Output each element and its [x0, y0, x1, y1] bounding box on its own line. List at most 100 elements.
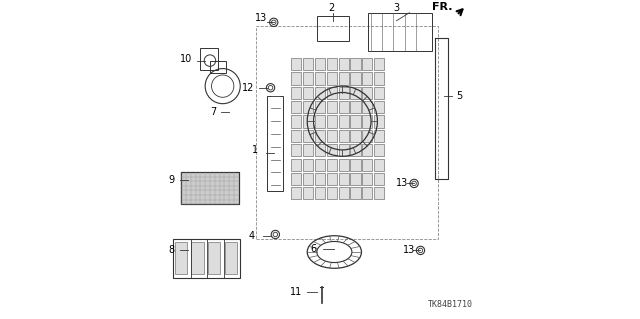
Bar [362, 173, 372, 185]
Bar [315, 87, 325, 99]
Bar [339, 87, 349, 99]
Bar [362, 159, 372, 171]
Bar [291, 187, 301, 199]
Bar [315, 115, 325, 128]
Bar [350, 187, 360, 199]
Bar [362, 115, 372, 128]
Bar [350, 101, 360, 113]
Bar [315, 72, 325, 85]
Bar [368, 13, 431, 51]
Bar [362, 87, 372, 99]
Bar [326, 144, 337, 156]
Bar [326, 187, 337, 199]
Text: 13: 13 [255, 12, 268, 23]
Bar [303, 87, 314, 99]
Bar [291, 173, 301, 185]
Bar [350, 72, 360, 85]
Bar [315, 58, 325, 70]
Bar [326, 173, 337, 185]
Text: TK84B1710: TK84B1710 [428, 300, 472, 309]
Bar [315, 187, 325, 199]
Bar [303, 130, 314, 142]
Bar [291, 115, 301, 128]
Bar [256, 26, 438, 239]
Bar [303, 115, 314, 128]
Bar [350, 130, 360, 142]
Text: 1: 1 [252, 145, 258, 155]
Bar [339, 173, 349, 185]
Text: 5: 5 [456, 91, 463, 101]
Bar [350, 159, 360, 171]
Text: 13: 13 [396, 178, 408, 189]
Bar [326, 58, 337, 70]
Bar [362, 58, 372, 70]
Bar [362, 130, 372, 142]
Bar [326, 87, 337, 99]
Bar [339, 115, 349, 128]
Bar [350, 87, 360, 99]
Bar [303, 72, 314, 85]
Bar [303, 173, 314, 185]
Bar [350, 173, 360, 185]
Bar [339, 58, 349, 70]
Bar [374, 130, 384, 142]
Bar [374, 72, 384, 85]
Bar [350, 58, 360, 70]
Text: 9: 9 [169, 175, 175, 185]
Bar [291, 130, 301, 142]
Bar [362, 187, 372, 199]
Bar [291, 159, 301, 171]
Bar [326, 130, 337, 142]
Bar [374, 173, 384, 185]
Text: 4: 4 [248, 231, 255, 241]
Bar [208, 242, 220, 274]
Bar [339, 159, 349, 171]
Text: 10: 10 [180, 54, 193, 64]
Bar [374, 58, 384, 70]
Bar [374, 144, 384, 156]
Text: 11: 11 [290, 287, 303, 297]
Bar [374, 101, 384, 113]
Bar [339, 72, 349, 85]
Bar [315, 144, 325, 156]
Bar [362, 144, 372, 156]
Bar [200, 48, 218, 70]
Text: 12: 12 [242, 83, 255, 93]
Bar [291, 87, 301, 99]
Bar [317, 16, 349, 41]
Bar [326, 115, 337, 128]
Bar [210, 61, 226, 73]
Bar [326, 72, 337, 85]
Bar [173, 239, 240, 278]
Bar [181, 172, 239, 204]
Bar [291, 58, 301, 70]
Bar [291, 144, 301, 156]
Bar [303, 58, 314, 70]
Bar [315, 173, 325, 185]
Bar [350, 144, 360, 156]
Bar [291, 72, 301, 85]
Bar [362, 101, 372, 113]
Bar [303, 159, 314, 171]
Text: 13: 13 [403, 245, 415, 256]
Bar [326, 101, 337, 113]
Bar [303, 187, 314, 199]
Bar [315, 159, 325, 171]
Bar [339, 187, 349, 199]
Bar [303, 144, 314, 156]
Bar [374, 115, 384, 128]
Text: 8: 8 [169, 245, 175, 256]
Bar [362, 72, 372, 85]
Bar [225, 242, 237, 274]
Bar [350, 115, 360, 128]
Bar [175, 242, 187, 274]
Bar [315, 101, 325, 113]
Text: 3: 3 [394, 3, 399, 13]
Bar [291, 101, 301, 113]
Bar [191, 242, 204, 274]
Bar [339, 144, 349, 156]
Bar [315, 130, 325, 142]
Bar [181, 172, 239, 204]
Text: 7: 7 [210, 107, 216, 117]
Bar [326, 159, 337, 171]
